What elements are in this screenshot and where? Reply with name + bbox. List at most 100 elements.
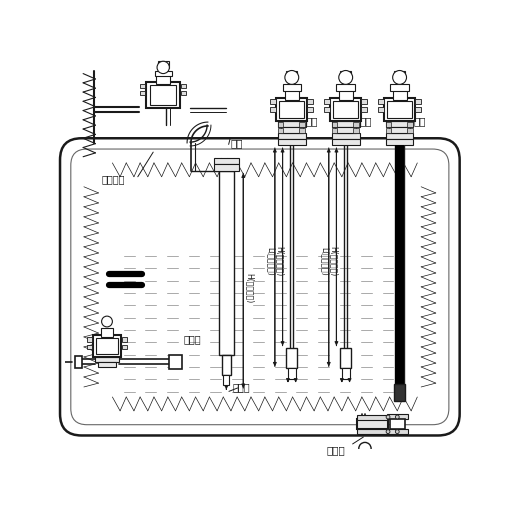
Bar (340, 349, 351, 369)
Text: L(测量高度): L(测量高度) (266, 246, 275, 275)
Bar (415, 108, 421, 113)
Circle shape (395, 415, 399, 419)
Bar (286, 71, 297, 79)
Bar (332, 134, 359, 140)
Bar (387, 102, 412, 119)
Bar (140, 84, 146, 89)
Bar (278, 123, 283, 128)
Bar (390, 85, 409, 91)
Bar (395, 146, 404, 384)
Text: 法兰: 法兰 (306, 116, 318, 126)
Bar (361, 108, 367, 113)
Bar (394, 384, 405, 401)
Circle shape (339, 71, 353, 85)
Circle shape (359, 442, 371, 455)
Circle shape (157, 62, 169, 74)
Bar (332, 122, 359, 128)
Bar (214, 159, 239, 165)
Bar (98, 363, 116, 367)
Bar (286, 349, 297, 369)
Bar (307, 108, 313, 113)
Bar (386, 134, 413, 140)
Bar (169, 356, 183, 370)
Bar (332, 140, 359, 146)
Text: 法兰: 法兰 (413, 116, 426, 126)
Bar (386, 140, 413, 146)
Bar (407, 129, 413, 134)
Bar (307, 100, 313, 105)
Circle shape (101, 317, 113, 327)
Circle shape (386, 415, 390, 419)
Text: H(安装高度): H(安装高度) (329, 245, 338, 276)
Bar (342, 369, 349, 380)
Text: H(安装高度): H(安装高度) (245, 272, 254, 302)
Bar (101, 328, 113, 337)
Text: 容器低: 容器低 (233, 382, 250, 392)
Bar (270, 100, 276, 105)
Bar (339, 90, 353, 100)
Bar (288, 369, 296, 380)
Bar (278, 122, 306, 128)
Bar (361, 100, 367, 105)
Bar (324, 100, 330, 105)
Bar (158, 62, 169, 69)
Bar (300, 123, 305, 128)
Bar (122, 345, 127, 349)
Bar (140, 91, 146, 96)
Bar (150, 86, 176, 106)
Bar (156, 75, 170, 84)
Bar (87, 337, 92, 342)
Text: 导气电缆: 导气电缆 (101, 174, 125, 183)
Bar (415, 100, 421, 105)
Bar (155, 72, 172, 77)
Bar (122, 337, 127, 342)
Bar (337, 85, 355, 91)
Bar (386, 429, 408, 434)
FancyBboxPatch shape (60, 139, 460, 436)
Bar (386, 414, 408, 419)
Bar (96, 339, 118, 354)
Bar (332, 129, 337, 134)
Bar (357, 416, 388, 420)
Bar (332, 123, 337, 128)
Text: 防波管: 防波管 (184, 333, 202, 343)
Bar (353, 123, 359, 128)
Bar (335, 128, 356, 134)
Bar (357, 419, 388, 429)
Bar (378, 100, 384, 105)
Bar (278, 140, 306, 146)
Circle shape (386, 430, 390, 434)
Bar (278, 134, 306, 140)
Bar (386, 123, 391, 128)
Bar (181, 91, 186, 96)
Bar (353, 129, 359, 134)
Bar (386, 129, 391, 134)
Bar (146, 83, 180, 109)
Bar (334, 102, 358, 119)
Text: H(安装高度): H(安装高度) (275, 245, 284, 276)
Bar (394, 71, 405, 79)
Bar (285, 90, 299, 100)
Bar (278, 129, 283, 134)
Bar (389, 419, 405, 429)
Bar (75, 357, 82, 369)
Bar (276, 99, 307, 122)
Text: 法兰: 法兰 (230, 137, 243, 147)
Bar (324, 108, 330, 113)
Bar (386, 122, 413, 128)
Bar (281, 128, 303, 134)
Bar (300, 129, 305, 134)
Bar (392, 90, 407, 100)
Bar (95, 357, 119, 363)
Bar (223, 375, 230, 386)
Bar (282, 85, 301, 91)
Bar (214, 165, 239, 171)
Bar (378, 108, 384, 113)
Bar (219, 171, 234, 356)
Bar (340, 71, 351, 79)
Bar (270, 108, 276, 113)
Circle shape (285, 71, 299, 85)
Bar (93, 336, 121, 357)
Bar (279, 102, 304, 119)
Text: 法兰: 法兰 (359, 116, 372, 126)
